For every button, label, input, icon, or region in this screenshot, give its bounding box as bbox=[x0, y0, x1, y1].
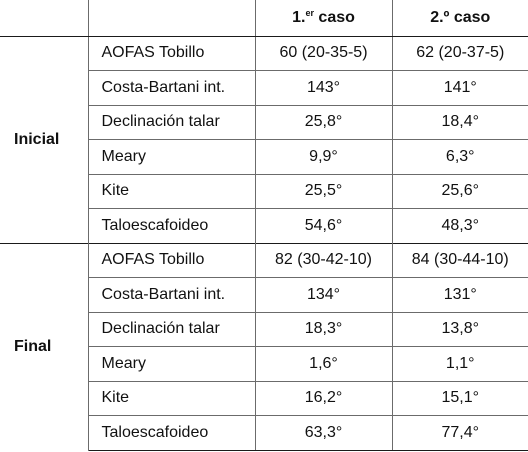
param-cell: Kite bbox=[88, 380, 256, 416]
header-row: 1.er caso 2.º caso bbox=[0, 0, 528, 37]
table-row: Declinación talar 18,3° 13,8° bbox=[0, 311, 528, 347]
case2-cell: 15,1° bbox=[392, 380, 528, 416]
table-row: Costa-Bartani int. 143° 141° bbox=[0, 70, 528, 105]
case2-cell: 62 (20-37-5) bbox=[392, 35, 528, 71]
case2-cell: 141° bbox=[392, 70, 528, 105]
case2-cell: 13,8° bbox=[392, 311, 528, 347]
table-row: Kite 16,2° 15,1° bbox=[0, 380, 528, 416]
param-cell: Costa-Bartani int. bbox=[88, 277, 256, 312]
group-label-final: Final bbox=[0, 242, 89, 450]
header-case-1-rest: caso bbox=[313, 9, 355, 27]
param-cell: Taloescafoideo bbox=[88, 208, 256, 243]
header-empty-cell bbox=[88, 0, 255, 37]
case1-cell: 134° bbox=[255, 277, 393, 312]
case1-cell: 25,5° bbox=[255, 173, 393, 209]
case1-cell: 9,9° bbox=[255, 139, 393, 174]
case2-cell: 1,1° bbox=[392, 346, 528, 381]
table-row: Declinación talar 25,8° 18,4° bbox=[0, 104, 528, 140]
table-row: Final AOFAS Tobillo 82 (30-42-10) 84 (30… bbox=[0, 242, 528, 450]
header-case-2: 2.º caso bbox=[392, 0, 528, 37]
header-case-1-main: 1. bbox=[292, 9, 306, 27]
param-cell: Meary bbox=[88, 346, 256, 381]
case1-cell: 16,2° bbox=[255, 380, 393, 416]
header-case-1: 1.er caso bbox=[254, 0, 393, 37]
param-cell: Meary bbox=[88, 139, 256, 174]
case1-cell: 1,6° bbox=[255, 346, 393, 381]
case1-cell: 18,3° bbox=[255, 311, 393, 347]
case1-cell: 143° bbox=[255, 70, 393, 105]
case2-cell: 77,4° bbox=[392, 415, 528, 451]
case1-cell: 60 (20-35-5) bbox=[255, 35, 393, 71]
param-cell: Declinación talar bbox=[88, 104, 256, 140]
table-row: Taloescafoideo 63,3° 77,4° bbox=[0, 415, 528, 451]
param-cell: Declinación talar bbox=[88, 311, 256, 347]
case1-cell: 25,8° bbox=[255, 104, 393, 140]
case2-cell: 48,3° bbox=[392, 208, 528, 243]
header-empty-cell bbox=[0, 0, 89, 37]
case2-cell: 6,3° bbox=[392, 139, 528, 174]
case1-cell: 82 (30-42-10) bbox=[255, 242, 393, 278]
case2-cell: 18,4° bbox=[392, 104, 528, 140]
table-row: Meary 9,9° 6,3° bbox=[0, 139, 528, 174]
table-row: Meary 1,6° 1,1° bbox=[0, 346, 528, 381]
case1-cell: 63,3° bbox=[255, 415, 393, 451]
param-cell: AOFAS Tobillo bbox=[88, 242, 256, 278]
case2-cell: 84 (30-44-10) bbox=[392, 242, 528, 278]
table-row: Kite 25,5° 25,6° bbox=[0, 173, 528, 209]
group-label-initial: Inicial bbox=[0, 35, 89, 243]
table-row: Costa-Bartani int. 134° 131° bbox=[0, 277, 528, 312]
table-row: Inicial AOFAS Tobillo 60 (20-35-5) 62 (2… bbox=[0, 35, 528, 243]
param-cell: Kite bbox=[88, 173, 256, 209]
param-cell: Taloescafoideo bbox=[88, 415, 256, 451]
param-cell: Costa-Bartani int. bbox=[88, 70, 256, 105]
case2-cell: 131° bbox=[392, 277, 528, 312]
header-case-1-sup: er bbox=[305, 8, 314, 19]
case1-cell: 54,6° bbox=[255, 208, 393, 243]
param-cell: AOFAS Tobillo bbox=[88, 35, 256, 71]
table-row: Taloescafoideo 54,6° 48,3° bbox=[0, 208, 528, 243]
case2-cell: 25,6° bbox=[392, 173, 528, 209]
